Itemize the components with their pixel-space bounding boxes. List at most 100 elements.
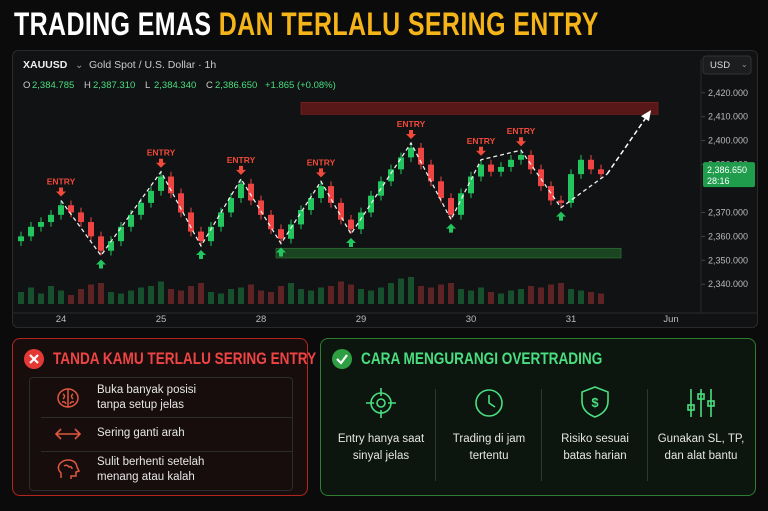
panel-title: CARA MENGURANGI OVERTRADING (361, 349, 603, 368)
ohlc-value: 2,386.650 (215, 80, 257, 91)
volume-bar (178, 290, 184, 304)
volume-bar (498, 293, 504, 304)
dropdown-caret[interactable]: ⌄ (741, 60, 748, 69)
title: TRADING EMAS DAN TERLALU SERING ENTRY (14, 6, 599, 43)
text-line: tanpa setup jelas (97, 399, 184, 411)
volume-bar (268, 292, 274, 304)
change: +1.865 (+0.08%) (265, 80, 336, 91)
volume-bar (208, 292, 214, 304)
item-text: Sering ganti arah (97, 426, 185, 441)
ohlc-label: O (23, 80, 30, 91)
volume-bar (148, 286, 154, 304)
volume-bar (478, 287, 484, 304)
candle-body (68, 205, 74, 213)
tip-item: $ Risiko sesuai batas harian (541, 379, 649, 491)
volume-bar (368, 290, 374, 304)
text-line: dan alat bantu (664, 450, 738, 462)
volume-bar (158, 281, 164, 304)
candle-body (228, 198, 234, 213)
candle-body (118, 226, 124, 242)
title-part: TRADING EMAS (14, 6, 212, 42)
tips-panel: CARA MENGURANGI OVERTRADING Entry hanya … (320, 338, 756, 496)
candle-body (318, 186, 324, 199)
resistance-zone (300, 101, 659, 115)
candle-body (568, 174, 574, 203)
entry-label: ENTRY (467, 136, 496, 146)
candle-body (288, 224, 294, 239)
svg-text:$: $ (591, 395, 599, 410)
candle-body (278, 229, 284, 239)
price-tag (703, 162, 755, 188)
volume-bar (288, 283, 294, 304)
volume-bar (328, 286, 334, 304)
volume-bar (558, 283, 564, 304)
currency-select[interactable] (702, 55, 752, 75)
text-line: Sulit berhenti setelah (97, 456, 205, 468)
volume-bar (418, 286, 424, 304)
volume-bar (518, 289, 524, 304)
ohlc-row: O 2,384.785 H 2,387.310 L 2,384.340 C 2,386.650… (23, 80, 336, 91)
support-zone (275, 247, 622, 259)
volume-bar (88, 284, 94, 304)
volume-bar (78, 289, 84, 304)
volume-bar (378, 287, 384, 304)
text-line: Risiko sesuai (561, 433, 629, 445)
text-line: menang atau kalah (97, 471, 195, 483)
candle-body (308, 198, 314, 211)
text-line: Buka banyak posisi (97, 384, 197, 396)
volume-bar (68, 295, 74, 304)
currency[interactable]: USD (710, 60, 730, 71)
panel-title: TANDA KAMU TERLALU SERING ENTRY (53, 349, 317, 368)
ohlc-value: 2,387.310 (93, 80, 135, 91)
sell-arrow (56, 187, 66, 197)
candle-body (238, 183, 244, 199)
volume-bar (198, 283, 204, 304)
x-tick-label: 25 (156, 314, 167, 325)
volume-bar (538, 287, 544, 304)
buy-arrow (276, 247, 286, 257)
candle-body (148, 190, 154, 203)
x-tick-label: 28 (256, 314, 267, 325)
tip-item: Gunakan SL, TP, dan alat bantu (647, 379, 755, 491)
candle-body (448, 198, 454, 215)
candle-body (38, 222, 44, 227)
volume-bar (238, 287, 244, 304)
volume-bar (548, 284, 554, 304)
candle-body (578, 159, 584, 175)
x-tick-label: 31 (566, 314, 577, 325)
item-text: Gunakan SL, TP, dan alat bantu (647, 431, 755, 465)
dropdown-caret[interactable]: ⌄ (75, 60, 83, 71)
sell-arrow (476, 146, 486, 156)
warning-item: Sulit berhenti setelah menang atau kalah (41, 451, 293, 489)
candle-body (398, 157, 404, 170)
candle-body (368, 195, 374, 213)
sell-arrow (316, 168, 326, 178)
candle-body (248, 183, 254, 201)
volume-bar (448, 283, 454, 304)
volume-bar (588, 292, 594, 304)
text-line: batas harian (563, 450, 627, 462)
y-tick-label: 2,400.000 (708, 136, 748, 146)
candle-body (208, 226, 214, 242)
candle-body (438, 181, 444, 199)
projection (606, 115, 648, 175)
volume-bar (188, 286, 194, 304)
divider (541, 389, 542, 481)
candle-body (478, 164, 484, 177)
text-line: Entry hanya saat (337, 433, 425, 445)
buy-arrow (446, 223, 456, 233)
candle-body (58, 205, 64, 215)
symbol: XAUUSD (23, 59, 68, 71)
candle-body (138, 202, 144, 215)
candle-body (98, 236, 104, 251)
item-text: Sulit berhenti setelah menang atau kalah (97, 455, 204, 485)
volume-bar (18, 292, 24, 304)
candle-body (168, 176, 174, 194)
volume-bar (438, 284, 444, 304)
candle-body (518, 154, 524, 160)
sliders-icon (687, 389, 715, 417)
buy-arrow (96, 259, 106, 269)
candle-body (588, 159, 594, 170)
candle-body (268, 214, 274, 230)
candle-body (428, 164, 434, 182)
